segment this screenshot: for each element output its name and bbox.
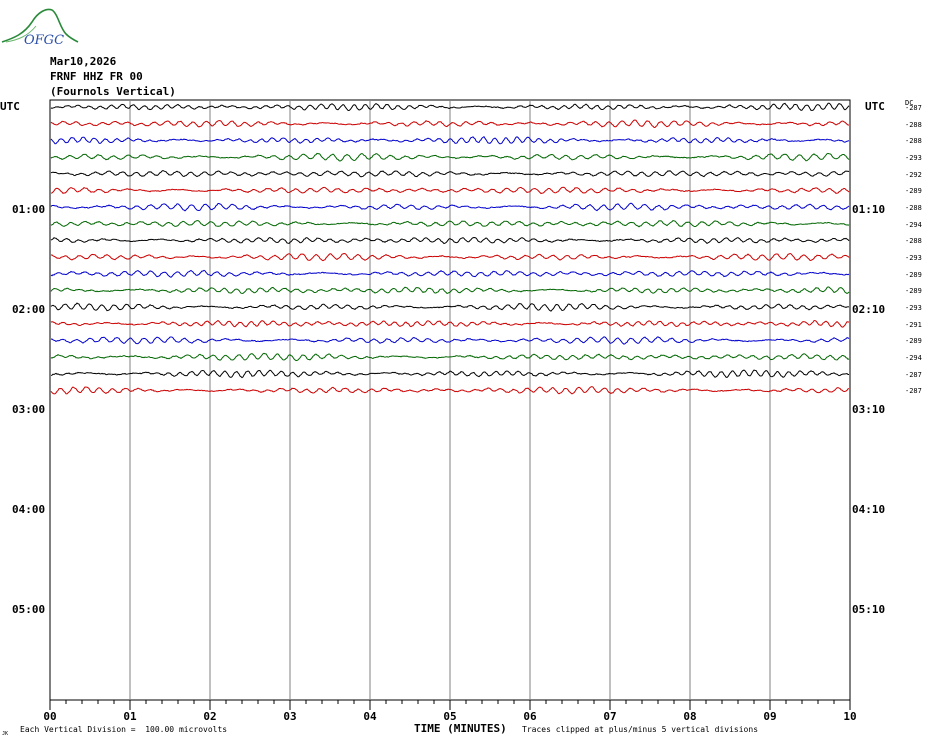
x-tick-label: 00: [43, 710, 56, 723]
seismic-trace-line: [50, 253, 850, 262]
dc-offset-label: -291: [905, 320, 922, 329]
right-hour-label: 04:10: [852, 503, 886, 516]
footer-mark: JK: [2, 731, 9, 737]
dc-offset-label: -289: [905, 287, 922, 296]
left-hour-label: 02:00: [12, 303, 46, 316]
right-utc-title: UTC: [865, 100, 885, 113]
observatory-logo-icon: OFGC: [1, 8, 79, 46]
seismic-trace-line: [50, 220, 850, 228]
dc-offset-label: -287: [905, 104, 922, 112]
dc-offset-label: -288: [905, 137, 922, 146]
station-description: (Fournols Vertical): [50, 85, 176, 98]
seismic-trace-line: [50, 269, 850, 278]
dc-header: DC: [905, 99, 914, 107]
dc-offset-label: -294: [905, 220, 922, 229]
seismic-trace-line: [50, 170, 850, 178]
seismic-trace-line: [50, 136, 850, 145]
trace-group: [50, 102, 850, 395]
dc-offset-label: -289: [905, 270, 922, 279]
dc-offset-label: -292: [905, 170, 922, 179]
seismic-trace-line: [50, 302, 850, 312]
x-tick-label: 05: [443, 710, 456, 723]
x-tick-label: 04: [363, 710, 377, 723]
left-hour-label: 05:00: [12, 603, 46, 616]
seismic-trace-line: [50, 186, 850, 195]
x-tick-label: 03: [283, 710, 296, 723]
dc-offset-label: -288: [905, 237, 922, 246]
x-tick-label: 10: [843, 710, 856, 723]
right-hour-label: 02:10: [852, 303, 886, 316]
dc-offset-label: -293: [905, 304, 922, 312]
dc-offset-label: -294: [905, 354, 922, 362]
seismic-trace-line: [50, 286, 850, 295]
seismic-trace-line: [50, 119, 850, 128]
seismic-trace-line: [50, 336, 850, 345]
seismic-trace-line: [50, 102, 850, 111]
dc-offset-label: -293: [905, 254, 922, 262]
clip-note: Traces clipped at plus/minus 5 vertical …: [522, 725, 759, 734]
seismic-trace-line: [50, 152, 850, 162]
x-tick-label: 01: [123, 710, 137, 723]
right-hour-label: 01:10: [852, 203, 886, 216]
dc-offset-label: -287: [905, 370, 922, 379]
seismic-trace-line: [50, 386, 850, 395]
x-tick-label: 02: [203, 710, 216, 723]
right-hour-label: 03:10: [852, 403, 886, 416]
left-utc-title: UTC: [0, 100, 20, 113]
logo-text: OFGC: [24, 33, 64, 46]
x-tick-label: 08: [683, 710, 696, 723]
station-code: FRNF HHZ FR 00: [50, 70, 143, 83]
dc-offset-label: -289: [905, 337, 922, 346]
dc-offset-label: -289: [905, 187, 922, 196]
x-tick-label: 06: [523, 710, 537, 723]
x-tick-label: 09: [763, 710, 776, 723]
plot-date: Mar10,2026: [50, 55, 117, 68]
seismic-trace-line: [50, 369, 850, 379]
dc-offset-label: -287: [905, 387, 922, 396]
seismic-trace-line: [50, 352, 850, 362]
seismic-trace-line: [50, 237, 850, 245]
x-tick-group: 00 01 02 03 04 05 06 07 08 09 10: [43, 700, 857, 723]
left-hour-label: 01:00: [12, 203, 46, 216]
dc-offset-label: -293: [905, 154, 922, 162]
left-hour-label: 04:00: [12, 503, 46, 516]
right-hour-label: 05:10: [852, 603, 886, 616]
scale-note: Each Vertical Division = 100.00 microvol…: [20, 725, 228, 734]
x-axis-title: TIME (MINUTES): [414, 722, 507, 735]
dc-offset-label: -288: [905, 204, 922, 212]
seismic-trace-line: [50, 319, 850, 328]
dc-offset-label: -288: [905, 120, 922, 129]
seismic-trace-line: [50, 202, 850, 212]
left-hour-label: 03:00: [12, 403, 46, 416]
x-tick-label: 07: [603, 710, 616, 723]
